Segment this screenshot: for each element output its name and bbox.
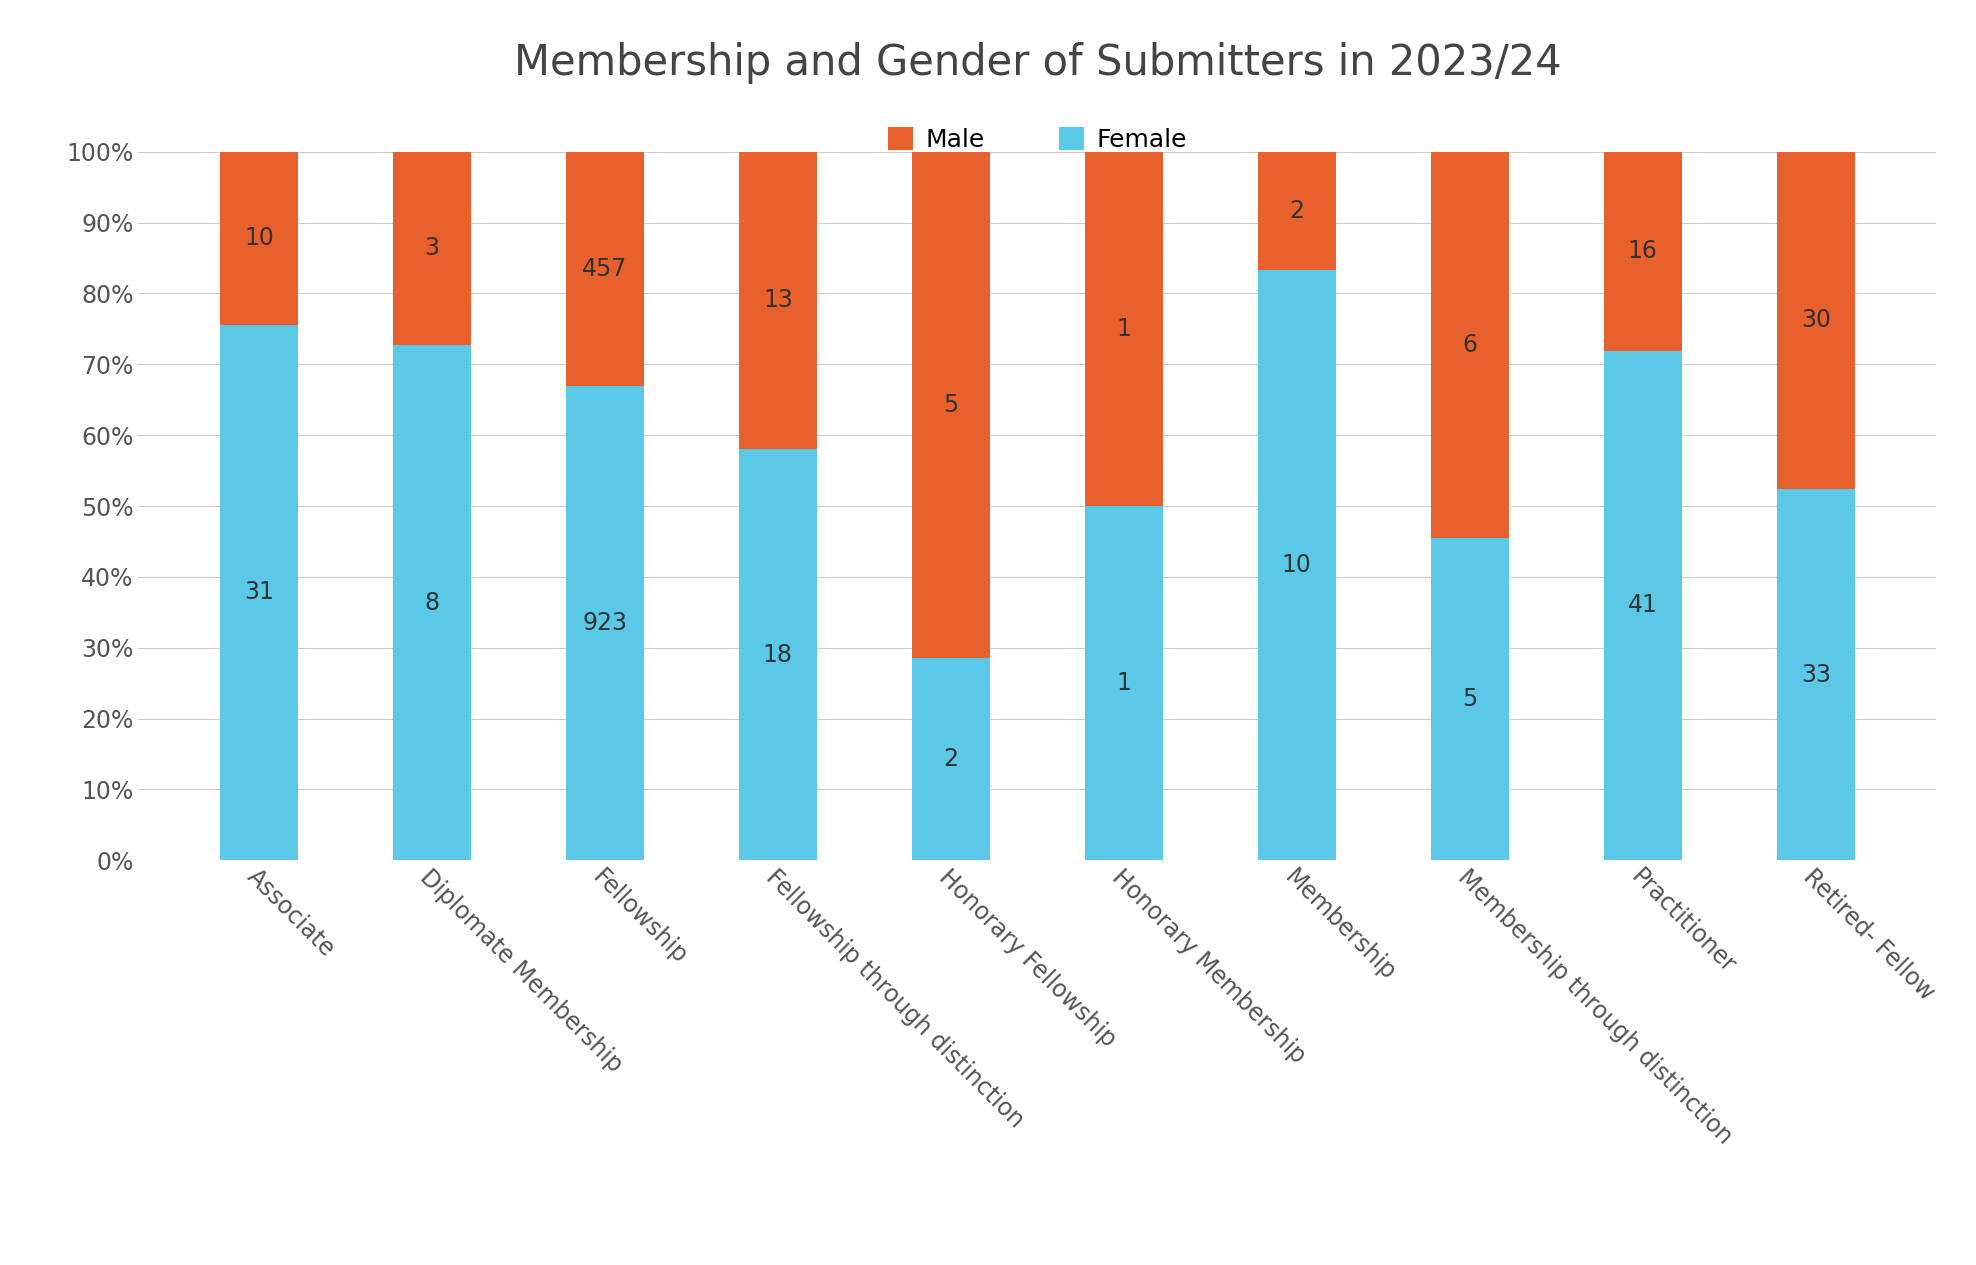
Bar (1605, 350, 1682, 860)
Bar (1085, 152, 1162, 506)
Bar (393, 152, 470, 345)
Bar (1085, 506, 1162, 860)
Bar (739, 152, 816, 449)
Text: 2: 2 (943, 748, 958, 770)
Text: 6: 6 (1462, 333, 1478, 357)
Text: 13: 13 (763, 288, 792, 312)
Bar (1776, 490, 1855, 860)
Bar (1431, 152, 1510, 538)
Bar (1259, 269, 1336, 860)
Text: 3: 3 (425, 237, 439, 261)
Bar (913, 658, 990, 860)
Text: 41: 41 (1628, 593, 1658, 617)
Text: 1: 1 (1116, 318, 1132, 340)
Text: 2: 2 (1290, 199, 1304, 223)
Bar (1259, 152, 1336, 269)
Bar (1605, 152, 1682, 350)
Legend: Male, Female: Male, Female (875, 115, 1199, 164)
Text: 10: 10 (245, 226, 275, 250)
Bar (393, 345, 470, 860)
Text: 457: 457 (583, 257, 628, 281)
Text: 8: 8 (425, 591, 439, 615)
Text: 5: 5 (1462, 687, 1478, 711)
Text: 30: 30 (1800, 309, 1832, 333)
Bar (219, 152, 298, 325)
Bar (1776, 152, 1855, 490)
Text: 10: 10 (1282, 553, 1312, 577)
Bar (739, 449, 816, 860)
Title: Membership and Gender of Submitters in 2023/24: Membership and Gender of Submitters in 2… (514, 43, 1561, 85)
Text: 16: 16 (1628, 239, 1658, 263)
Text: 1: 1 (1116, 672, 1132, 694)
Bar (565, 152, 644, 386)
Text: 18: 18 (763, 643, 792, 667)
Text: 923: 923 (583, 611, 628, 635)
Bar (565, 386, 644, 860)
Bar (1431, 538, 1510, 860)
Text: 5: 5 (943, 393, 958, 416)
Bar (219, 325, 298, 860)
Text: 31: 31 (245, 581, 275, 605)
Text: 33: 33 (1800, 663, 1832, 687)
Bar (913, 152, 990, 658)
